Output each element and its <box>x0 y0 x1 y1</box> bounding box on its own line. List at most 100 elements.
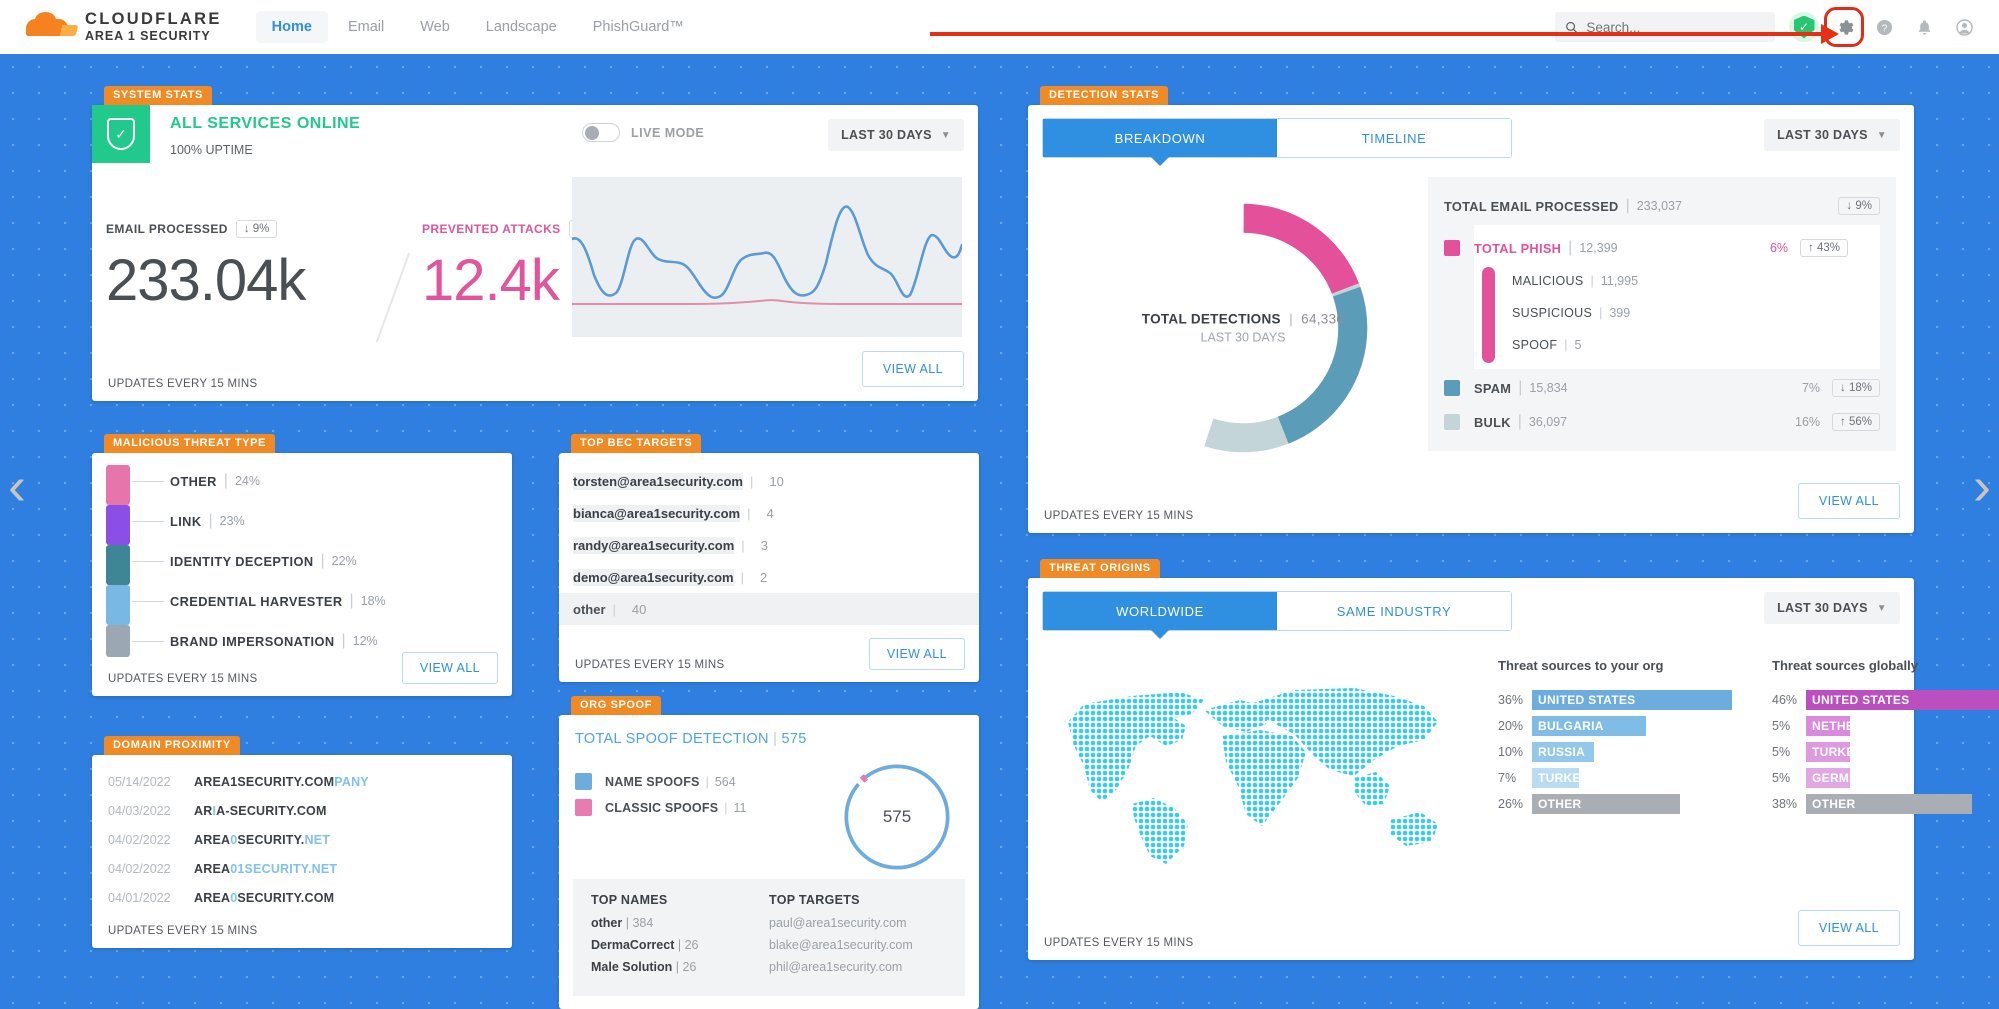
nav-item-landscape[interactable]: Landscape <box>485 19 557 35</box>
bulk-swatch <box>1444 414 1460 430</box>
threat-sources-org-table: Threat sources to your org 36% UNITED ST… <box>1498 658 1732 817</box>
sparkline-svg <box>570 205 964 305</box>
detection-stats-tabs: BREAKDOWN TIMELINE <box>1042 118 1512 158</box>
malicious-row-identity-deception[interactable]: IDENTITY DECEPTION | 22% <box>92 541 512 581</box>
search-box[interactable] <box>1555 12 1775 42</box>
global-pct: 5% <box>1772 745 1791 759</box>
domain-date: 04/01/2022 <box>108 890 171 905</box>
service-status-icon-box: ✓ <box>92 105 150 163</box>
org-pct: 36% <box>1498 693 1524 707</box>
donut-value: 64,330 <box>1301 311 1345 327</box>
top-bec-targets-panel: TOP BEC TARGETS torsten@area1security.co… <box>559 434 979 682</box>
org-pct: 7% <box>1498 771 1517 785</box>
link-label: LINK <box>170 513 202 529</box>
system-stats-daterange[interactable]: LAST 30 DAYS ▼ <box>828 119 964 151</box>
live-mode-control[interactable]: LIVE MODE <box>582 123 704 142</box>
spoof-total-value: 575 <box>781 731 807 747</box>
org-pct: 26% <box>1498 797 1524 811</box>
nav-item-home[interactable]: Home <box>255 11 328 43</box>
domain-proximity-tag: DOMAIN PROXIMITY <box>104 736 240 755</box>
tab-timeline[interactable]: TIMELINE <box>1277 119 1511 157</box>
spam-row[interactable]: SPAM | 15,834 7% ↓ 18% <box>1428 371 1896 405</box>
prevented-attacks-value: 12.4k <box>422 248 560 313</box>
domain-row[interactable]: 04/03/2022 ARIA-SECURITY.COM <box>92 796 512 825</box>
nav-item-email[interactable]: Email <box>347 19 385 35</box>
system-status-badge[interactable]: ✓ <box>1787 10 1821 44</box>
top-right-actions: ✓ ? <box>1555 7 1999 47</box>
total-phish-row[interactable]: TOTAL PHISH | 12,399 6% ↑ 43% <box>1444 231 1880 265</box>
suspicious-value: 399 <box>1609 306 1631 320</box>
settings-button[interactable] <box>1824 7 1864 47</box>
classic-spoofs-legend: CLASSIC SPOOFS | 11 <box>575 799 746 816</box>
domain-row[interactable]: 04/02/2022 AREA0SECURITY.NET <box>92 825 512 854</box>
bec-row-other[interactable]: other | 40 <box>559 593 979 625</box>
top-bec-targets-footer: UPDATES EVERY 15 MINS <box>575 659 725 671</box>
detection-stats-daterange[interactable]: LAST 30 DAYS ▼ <box>1764 119 1900 151</box>
bec-email: torsten@area1security.com <box>573 472 743 490</box>
tab-worldwide[interactable]: WORLDWIDE <box>1043 592 1277 630</box>
chevron-down-icon: ▼ <box>940 129 951 141</box>
detection-breakdown-list: TOTAL EMAIL PROCESSED | 233,037 ↓ 9% TOT… <box>1428 177 1896 451</box>
nav-item-web[interactable]: Web <box>420 19 450 35</box>
world-map-svg <box>1068 688 1438 864</box>
malicious-row-brand-impersonation[interactable]: BRAND IMPERSONATION | 12% <box>92 621 512 661</box>
search-input[interactable] <box>1586 19 1765 35</box>
top-target-row: blake@area1security.com <box>769 938 913 952</box>
threat-source-row: 26% OTHER <box>1498 791 1732 817</box>
spoof-ring-value: 575 <box>882 807 912 826</box>
account-button[interactable] <box>1947 10 1981 44</box>
domain-row[interactable]: 04/02/2022 AREA01SECURITY.NET <box>92 854 512 883</box>
malicious-row-other[interactable]: OTHER | 24% <box>92 461 512 501</box>
stat-divider <box>375 252 411 343</box>
domain-row[interactable]: 04/01/2022 AREA0SECURITY.COM <box>92 883 512 912</box>
live-mode-toggle[interactable] <box>582 123 620 142</box>
bec-row[interactable]: torsten@area1security.com | 10 <box>573 472 784 490</box>
domain-proximity-footer: UPDATES EVERY 15 MINS <box>108 925 258 937</box>
threat-origins-view-all-button[interactable]: VIEW ALL <box>1797 910 1900 946</box>
org-spoof-panel: ORG SPOOF TOTAL SPOOF DETECTION | 575 NA… <box>559 696 979 1009</box>
threat-origins-daterange[interactable]: LAST 30 DAYS ▼ <box>1764 592 1900 624</box>
other-pct: 24% <box>234 474 260 488</box>
malicious-row-link[interactable]: LINK | 23% <box>92 501 512 541</box>
system-stats-daterange-label: LAST 30 DAYS <box>841 128 932 142</box>
spoof-summary-table: TOP NAMES other | 384 DermaCorrect | 26 … <box>573 879 965 996</box>
chevron-down-icon: ▼ <box>1876 602 1887 614</box>
bec-view-all-button[interactable]: VIEW ALL <box>868 638 965 670</box>
top-bec-targets-tag: TOP BEC TARGETS <box>571 434 702 453</box>
bulk-row[interactable]: BULK | 36,097 16% ↑ 56% <box>1428 405 1896 439</box>
malicious-view-all-button[interactable]: VIEW ALL <box>401 652 498 684</box>
threat-origins-daterange-label: LAST 30 DAYS <box>1777 601 1868 615</box>
domain-row[interactable]: 05/14/2022 AREA1SECURITY.COMPANY <box>92 767 512 796</box>
malicious-row-credential-harvester[interactable]: CREDENTIAL HARVESTER | 18% <box>92 581 512 621</box>
next-page-arrow[interactable]: › <box>1973 456 1991 516</box>
global-bar: UNITED STATES <box>1806 690 1999 710</box>
bec-email: bianca@area1security.com <box>573 504 741 522</box>
bec-row[interactable]: bianca@area1security.com | 4 <box>573 504 774 522</box>
notifications-button[interactable] <box>1907 10 1941 44</box>
bec-row[interactable]: demo@area1security.com | 2 <box>573 568 768 586</box>
domain-highlight: I <box>212 803 217 818</box>
malicious-row: MALICIOUS | 11,995 <box>1512 274 1639 288</box>
donut-title: TOTAL DETECTIONS <box>1141 311 1281 327</box>
system-stats-view-all-button[interactable]: VIEW ALL <box>861 351 964 387</box>
bec-row[interactable]: randy@area1security.com | 3 <box>573 536 768 554</box>
other-bar <box>106 465 130 505</box>
cloudflare-cloud-icon <box>22 12 79 42</box>
tab-breakdown[interactable]: BREAKDOWN <box>1043 119 1277 157</box>
tab-same-industry[interactable]: SAME INDUSTRY <box>1277 592 1511 630</box>
org-bar: RUSSIA <box>1532 742 1594 762</box>
domain-suffix: SECURITY. <box>237 832 305 847</box>
domain-highlight: 01SECURITY.NET <box>230 861 338 876</box>
detection-stats-panel: DETECTION STATS BREAKDOWN TIMELINE LAST … <box>1028 86 1914 533</box>
live-mode-label: LIVE MODE <box>631 125 705 140</box>
total-phish-label: TOTAL PHISH <box>1474 240 1562 256</box>
brand-logo[interactable]: CLOUDFLARE AREA 1 SECURITY <box>0 10 222 43</box>
prev-page-arrow[interactable]: ‹ <box>8 456 26 516</box>
detection-stats-view-all-button[interactable]: VIEW ALL <box>1797 483 1900 519</box>
help-button[interactable]: ? <box>1867 10 1901 44</box>
domain-date: 04/02/2022 <box>108 861 171 876</box>
suspicious-label: SUSPICIOUS <box>1512 306 1593 320</box>
nav-item-phishguard[interactable]: PhishGuard™ <box>592 19 684 35</box>
spoof-value: 5 <box>1574 338 1582 352</box>
total-phish-pct: 6% <box>1769 241 1789 255</box>
